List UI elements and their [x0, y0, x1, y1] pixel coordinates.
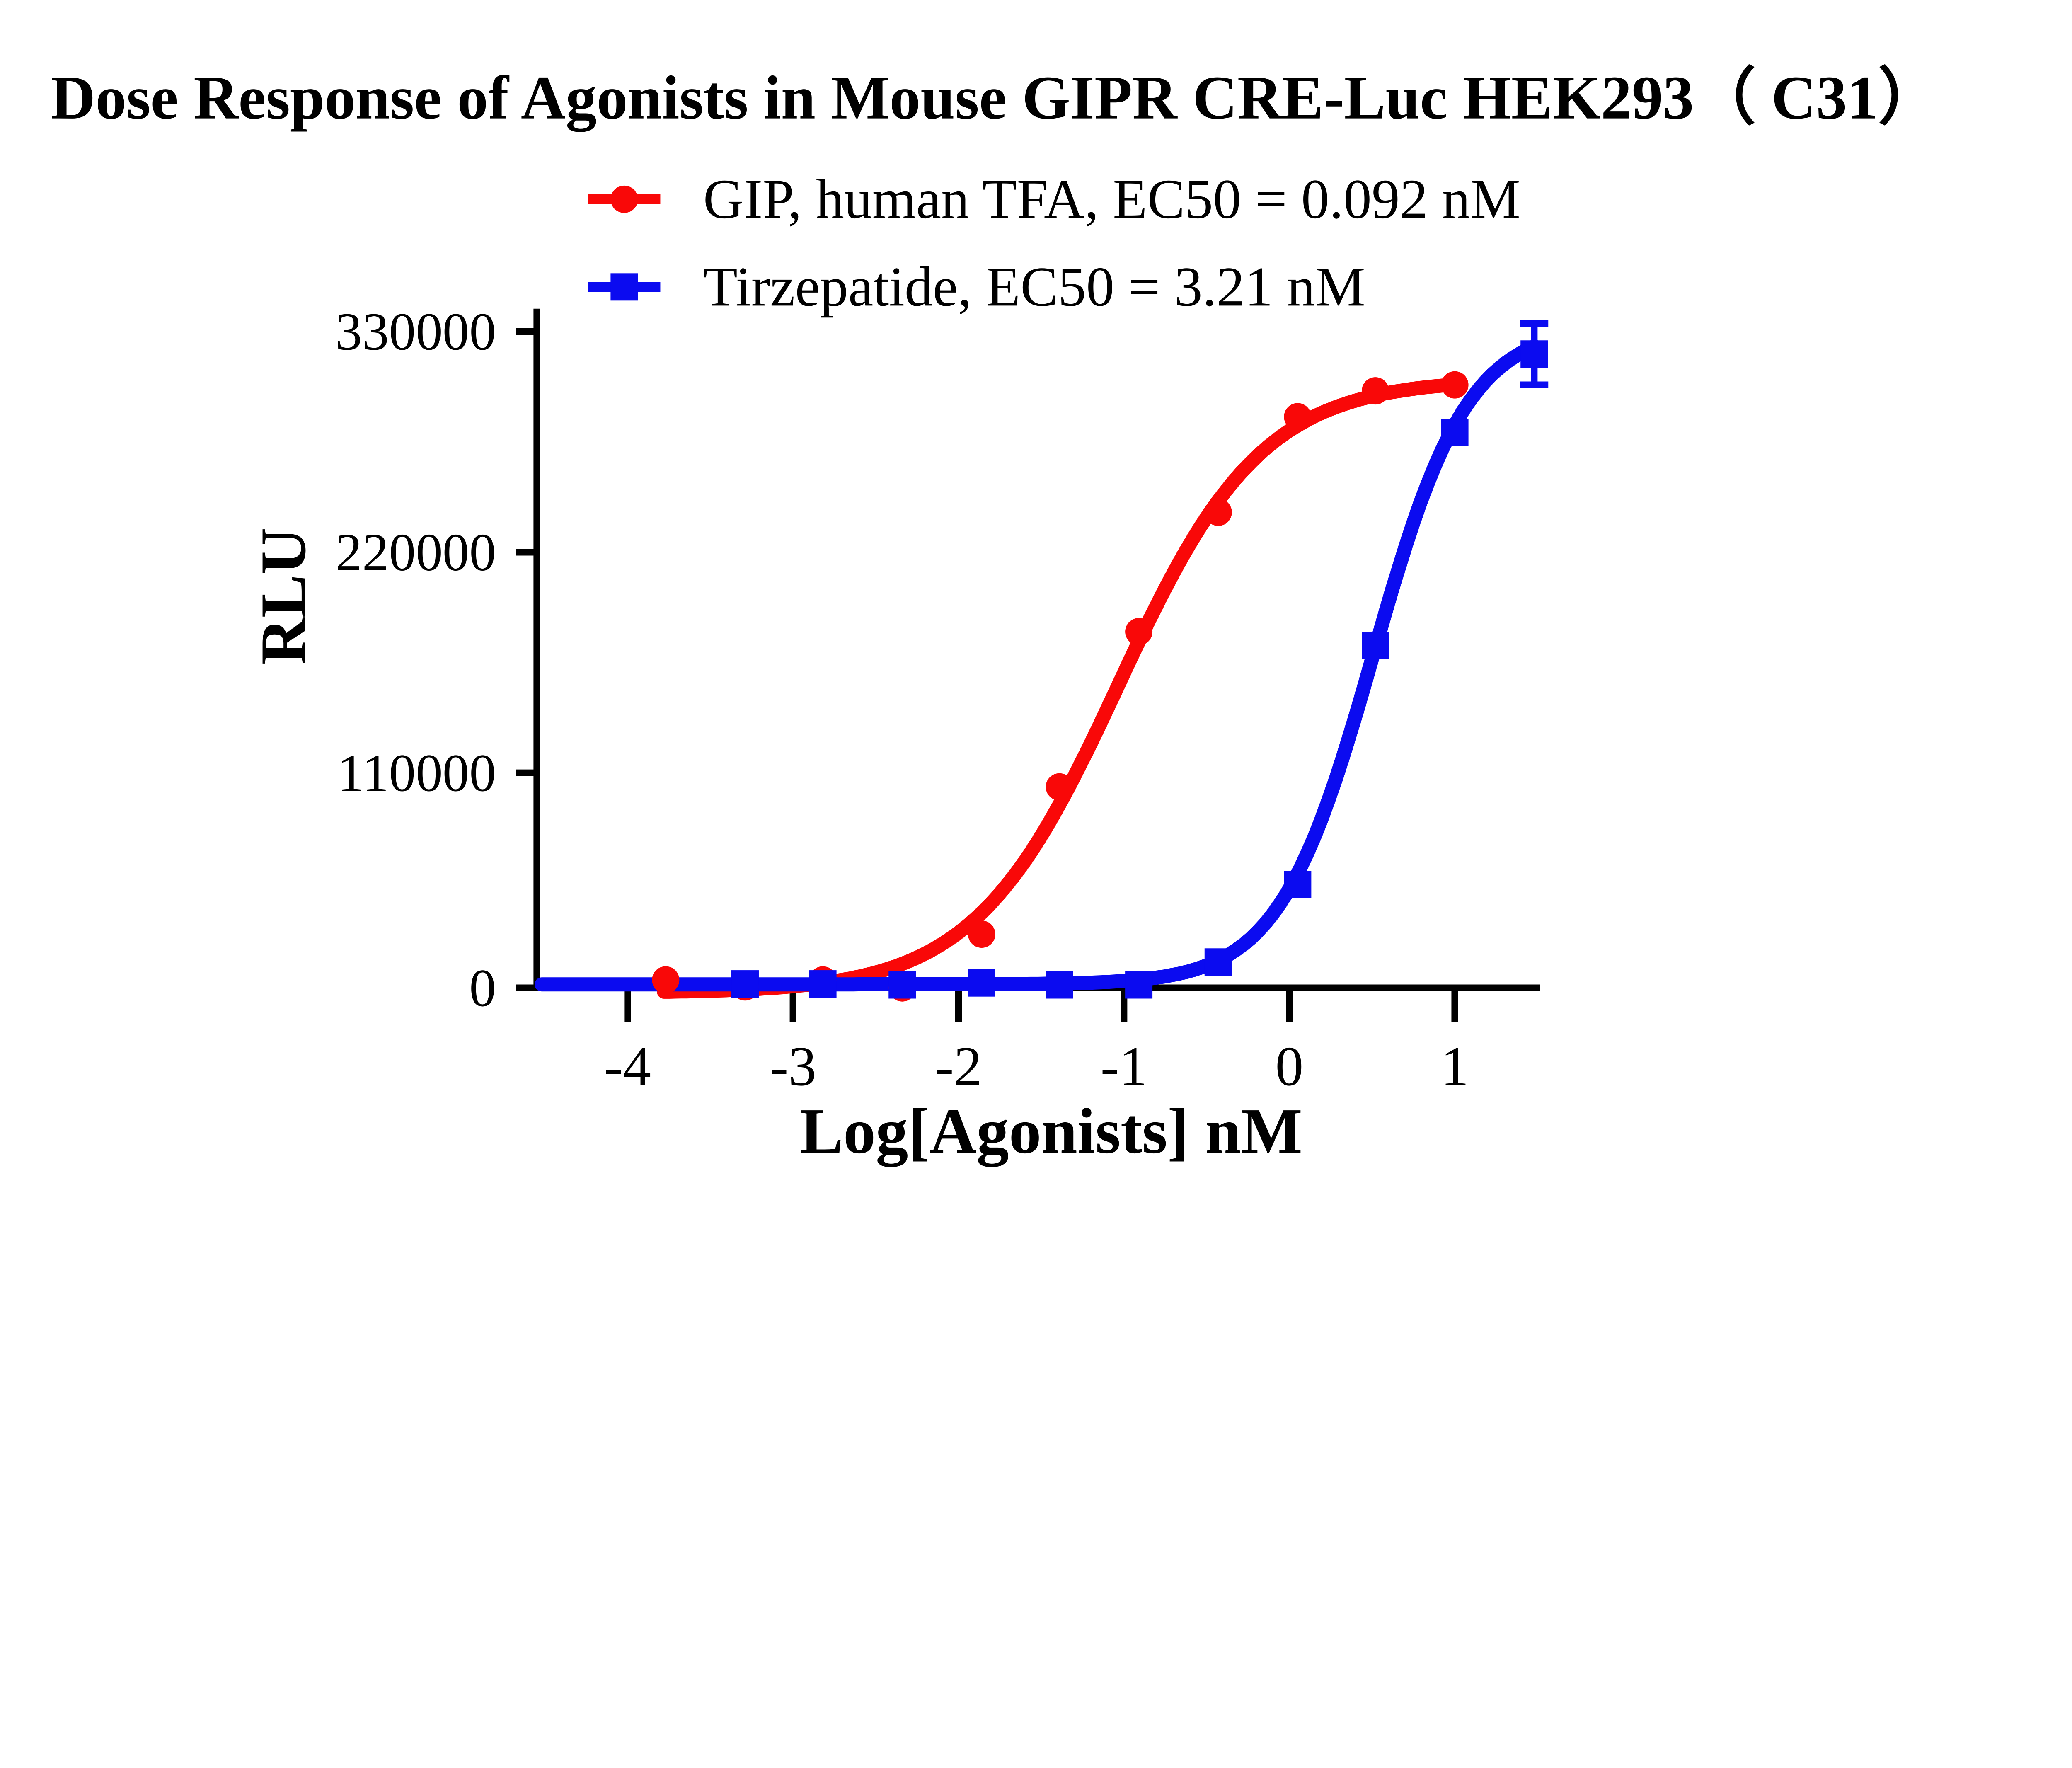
x-tick-label: -3: [770, 1035, 816, 1097]
chart-background: [0, 0, 2072, 1202]
x-tick-label: 0: [1275, 1035, 1303, 1097]
gip-human-tfa-data-point: [1125, 618, 1153, 646]
y-tick-label: 0: [469, 958, 496, 1017]
x-tick-labels: -4 -3 -2 -1 0 1: [604, 1035, 1469, 1097]
tirzepatide-data-point: [888, 971, 916, 999]
gip-human-tfa-data-point: [1362, 377, 1389, 405]
x-tick-label: 1: [1441, 1035, 1469, 1097]
legend-item-gip: GIP, human TFA, EC50 = 0.092 nM: [588, 168, 1520, 230]
page-title: Dose Response of Agonists in Mouse GIPR …: [51, 64, 1940, 132]
circle-icon: [610, 185, 638, 213]
tirzepatide-data-point: [1441, 419, 1469, 446]
tirzepatide-fit-curve: [535, 339, 1542, 992]
dose-response-chart: Dose Response of Agonists in Mouse GIPR …: [0, 0, 2072, 1202]
legend-item-tirzepatide: Tirzepatide, EC50 = 3.21 nM: [588, 256, 1365, 318]
y-tick-label: 220000: [335, 523, 496, 582]
y-tick-label: 110000: [337, 743, 496, 802]
x-tick-label: -2: [935, 1035, 982, 1097]
tirzepatide-data-point: [1284, 871, 1312, 898]
y-axis-title: RLU: [247, 528, 319, 664]
tirzepatide-data-point: [809, 970, 837, 998]
x-tick-label: -4: [604, 1035, 651, 1097]
gip-human-tfa-data-point: [652, 966, 680, 994]
gip-human-tfa-data-point: [1284, 403, 1312, 431]
tirzepatide-data-point: [1204, 948, 1232, 976]
tirzepatide-data-point: [1125, 971, 1153, 999]
legend-label-tirzepatide: Tirzepatide, EC50 = 3.21 nM: [703, 256, 1365, 318]
tirzepatide-data-point: [1046, 971, 1073, 999]
tirzepatide-data-point: [731, 970, 759, 998]
x-tick-label: -1: [1101, 1035, 1147, 1097]
tirzepatide-data-point: [1520, 340, 1548, 368]
tirzepatide-data-point: [968, 969, 995, 997]
y-tick-label: 330000: [335, 302, 496, 361]
x-axis-title: Log[Agonists] nM: [800, 1095, 1302, 1167]
legend-label-gip: GIP, human TFA, EC50 = 0.092 nM: [703, 168, 1520, 230]
series-layer: [535, 320, 1549, 1002]
square-icon: [610, 273, 638, 301]
gip-human-tfa-data-point: [1204, 499, 1232, 526]
y-tick-labels: 330000 220000 110000 0: [335, 302, 496, 1017]
gip-human-tfa-data-point: [968, 920, 995, 948]
gip-human-tfa-data-point: [1441, 371, 1469, 399]
gip-human-tfa-data-point: [1046, 773, 1073, 801]
dose-response-figure: Dose Response of Agonists in Mouse GIPR …: [0, 0, 2072, 1202]
tirzepatide-data-point: [1362, 632, 1389, 659]
legend: GIP, human TFA, EC50 = 0.092 nM Tirzepat…: [588, 168, 1520, 318]
